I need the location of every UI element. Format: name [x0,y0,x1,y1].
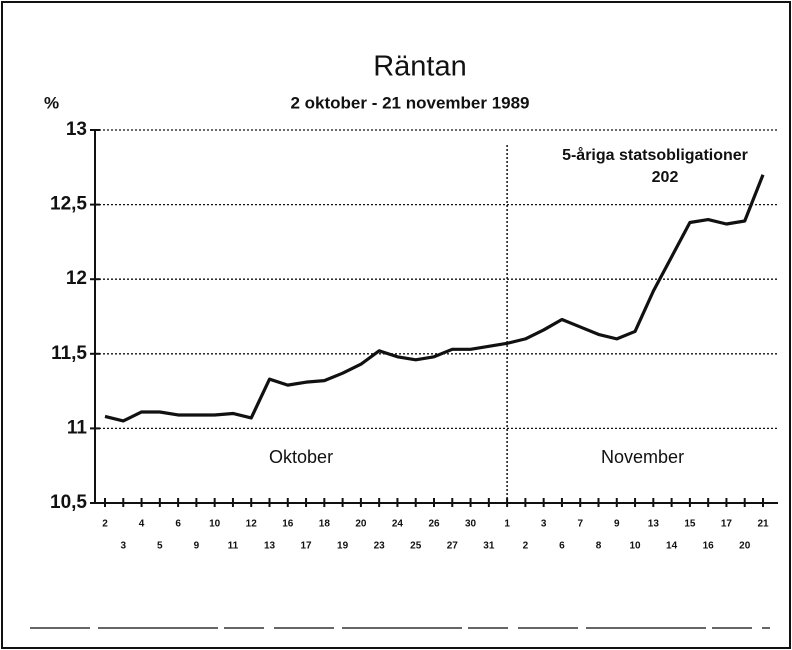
x-tick-label: 25 [410,541,422,552]
y-tick-label: 12 [66,268,87,289]
x-tick-label: 17 [721,519,733,530]
x-tick-label: 20 [355,519,367,530]
x-tick-label: 20 [739,541,751,552]
x-tick-label: 11 [228,541,239,552]
x-tick-label: 14 [666,541,678,552]
x-tick-label: 13 [648,519,660,530]
x-tick-label: 21 [757,519,769,530]
x-tick-label: 6 [559,541,565,552]
y-tick-label: 11,5 [51,343,87,364]
month-label: November [601,447,684,467]
x-tick-label: 19 [337,541,349,552]
data-line [104,174,765,423]
x-tick-label: 13 [264,541,276,552]
x-tick-label: 5 [157,541,163,552]
x-tick-label: 18 [319,519,331,530]
x-tick-label: 15 [684,519,696,530]
x-tick-label: 2 [102,519,108,530]
x-tick-label: 27 [447,541,459,552]
x-tick-label: 2 [523,541,529,552]
x-tick-label: 6 [175,519,181,530]
y-tick-label: 11 [67,417,88,438]
series-annotation: 202 [652,169,679,186]
x-tick-label: 16 [703,541,715,552]
x-tick-label: 1 [504,519,510,530]
x-tick-label: 23 [374,541,386,552]
x-tick-label: 7 [577,519,583,530]
chart-subtitle: 2 oktober - 21 november 1989 [290,93,529,112]
x-tick-label: 10 [209,519,221,530]
x-tick-label: 8 [596,541,602,552]
y-tick-label: 12,5 [50,194,87,215]
x-tick-label: 3 [541,519,547,530]
x-tick-label: 3 [120,541,126,552]
x-tick-label: 26 [428,519,440,530]
x-tick-label: 24 [392,519,404,530]
x-tick-label: 9 [194,541,200,552]
x-tick-label: 12 [246,519,258,530]
x-tick-label: 31 [483,541,495,552]
y-tick-label: 13 [66,119,87,140]
series-label: 5-åriga statsobligationer [562,146,748,164]
x-tick-label: 16 [282,519,294,530]
chart-title: Räntan [373,51,467,83]
x-tick-label: 17 [300,541,312,552]
month-label: Oktober [269,447,333,467]
x-tick-label: 30 [465,519,477,530]
y-axis-label: % [44,93,59,112]
x-tick-label: 9 [614,519,620,530]
x-tick-label: 10 [629,541,641,552]
x-tick-label: 4 [139,519,145,530]
y-tick-label: 10,5 [50,492,87,513]
